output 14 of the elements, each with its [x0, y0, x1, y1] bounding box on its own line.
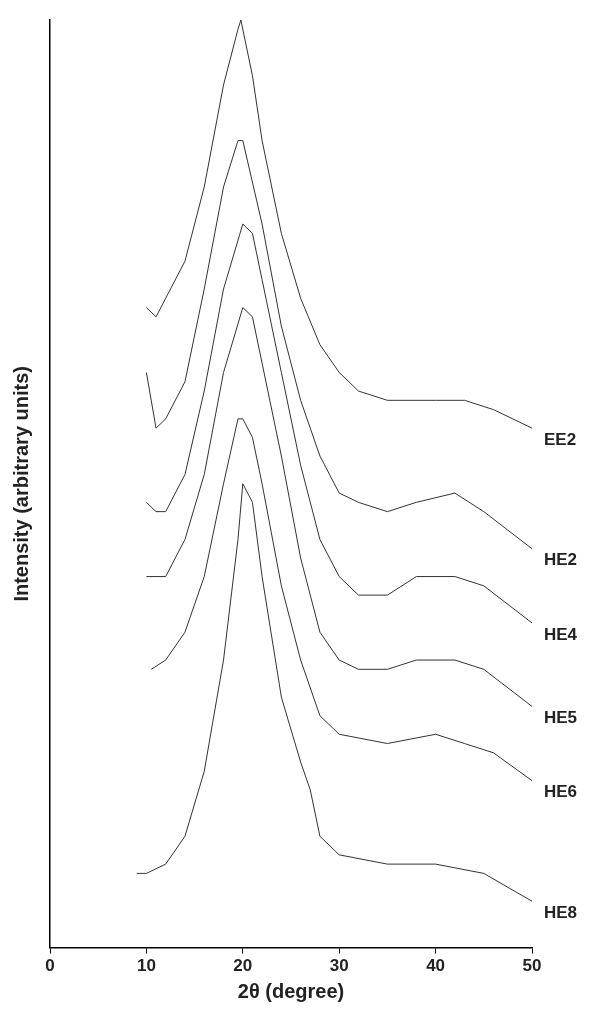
x-tick-label: 40 — [426, 956, 446, 976]
series-label: HE6 — [544, 782, 578, 802]
x-tick-label: 10 — [136, 956, 156, 976]
series-label: EE2 — [544, 429, 577, 449]
series-label: HE5 — [544, 708, 578, 728]
series-label: HE4 — [544, 624, 578, 644]
x-tick-label: 0 — [45, 956, 55, 976]
x-tick-label: 20 — [233, 956, 253, 976]
series-label: HE2 — [544, 550, 578, 570]
y-axis-title: Intensity (arbitrary units) — [9, 366, 32, 602]
series-label: HE8 — [544, 902, 578, 922]
x-axis-title: 2θ (degree) — [237, 979, 345, 1002]
x-tick-label: 30 — [329, 956, 349, 976]
x-tick-label: 50 — [522, 956, 542, 976]
